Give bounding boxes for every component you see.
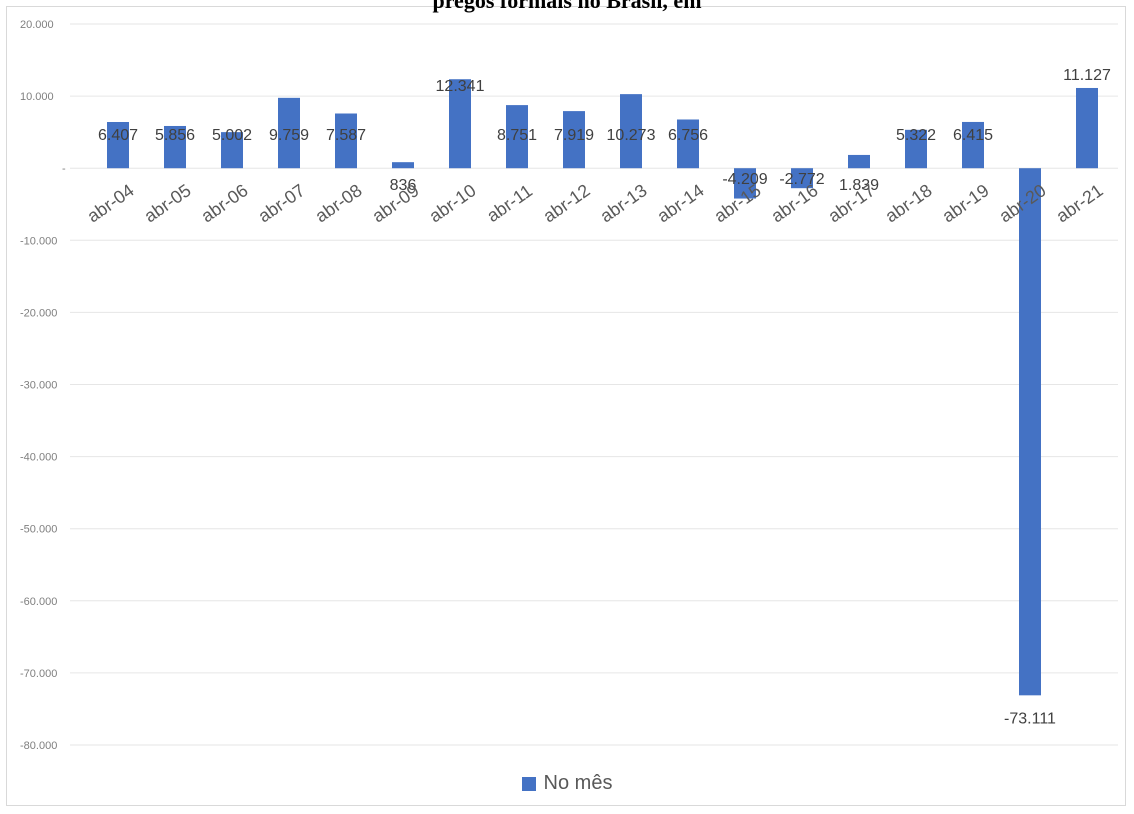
- data-label: 6.756: [668, 127, 708, 144]
- data-label: -2.772: [779, 171, 824, 188]
- data-label: 5.002: [212, 127, 252, 144]
- data-label: -73.111: [1004, 710, 1056, 727]
- data-label: 11.127: [1063, 67, 1111, 84]
- data-label: -4.209: [722, 171, 767, 188]
- x-tick-label: abr-13: [597, 180, 651, 226]
- x-tick-label: abr-21: [1053, 180, 1107, 226]
- data-label: 10.273: [607, 127, 656, 144]
- bar-abr-13: [620, 94, 642, 169]
- legend: No mês: [0, 772, 1134, 795]
- y-tick-label: -80.000: [20, 740, 57, 752]
- bar-abr-08: [335, 113, 357, 169]
- x-tick-label: abr-12: [540, 180, 594, 226]
- bar-abr-05: [164, 125, 186, 169]
- x-tick-label: abr-04: [84, 180, 138, 226]
- data-label: 6.407: [98, 127, 138, 144]
- data-label: 7.919: [554, 127, 594, 144]
- chart-title: pregos formais no Brasil, em: [432, 0, 702, 13]
- data-label: 5.322: [896, 127, 936, 144]
- x-tick-label: abr-07: [255, 180, 309, 226]
- bar-abr-07: [278, 97, 300, 169]
- data-label: 9.759: [269, 127, 309, 144]
- x-axis-ticks: abr-04 abr-05 abr-06 abr-07 abr-08 abr-09 abr-…: [84, 180, 1107, 226]
- y-tick-label: -40.000: [20, 452, 57, 464]
- bars: [107, 79, 1098, 696]
- data-label: 12.341: [436, 78, 485, 95]
- legend-swatch: [521, 776, 536, 791]
- bar-abr-17: [848, 154, 870, 169]
- bar-abr-06: [221, 132, 243, 169]
- y-tick-label: 10.000: [20, 91, 54, 103]
- bar-abr-16: [791, 168, 813, 189]
- bar-abr-12: [563, 111, 585, 169]
- bar-abr-14: [677, 119, 699, 169]
- y-tick-label: -60.000: [20, 596, 57, 608]
- y-tick-label: -10.000: [20, 235, 57, 247]
- bar-abr-10: [449, 79, 471, 169]
- x-tick-label: abr-05: [141, 180, 195, 226]
- y-tick-label: -: [62, 163, 66, 175]
- bar-abr-21: [1076, 87, 1098, 169]
- data-label: 5.856: [155, 127, 195, 144]
- x-tick-label: abr-10: [426, 180, 480, 226]
- x-tick-label: abr-18: [882, 180, 936, 226]
- data-labels: 6.407 5.856 5.002 9.759 7.587 836 12.341 8.751 7…: [98, 67, 1111, 727]
- bar-abr-09: [392, 162, 414, 169]
- bar-abr-04: [107, 122, 129, 169]
- y-tick-label: -50.000: [20, 524, 57, 536]
- x-tick-label: abr-14: [654, 180, 708, 226]
- y-tick-label: -20.000: [20, 307, 57, 319]
- data-label: 836: [390, 177, 417, 194]
- x-tick-label: abr-19: [939, 180, 993, 226]
- gridlines: [70, 23, 1118, 746]
- x-tick-label: abr-06: [198, 180, 252, 226]
- legend-label: No mês: [543, 772, 613, 794]
- y-tick-label: -70.000: [20, 668, 57, 680]
- data-label: 8.751: [497, 127, 537, 144]
- y-tick-label: 20.000: [20, 19, 54, 31]
- bar-abr-11: [506, 105, 528, 169]
- y-tick-label: -30.000: [20, 380, 57, 392]
- bar-abr-20: [1019, 168, 1041, 696]
- data-label: 7.587: [326, 127, 366, 144]
- y-axis-ticks: 20.000 10.000 - -10.000 -20.000 -30.000 -40.00…: [20, 19, 66, 752]
- bar-abr-18: [905, 129, 927, 169]
- bar-abr-19: [962, 121, 984, 169]
- data-label: 1.839: [839, 177, 879, 194]
- x-tick-label: abr-11: [483, 181, 536, 226]
- data-label: 6.415: [953, 127, 993, 144]
- bar-abr-15: [734, 168, 756, 199]
- x-tick-label: abr-08: [312, 180, 366, 226]
